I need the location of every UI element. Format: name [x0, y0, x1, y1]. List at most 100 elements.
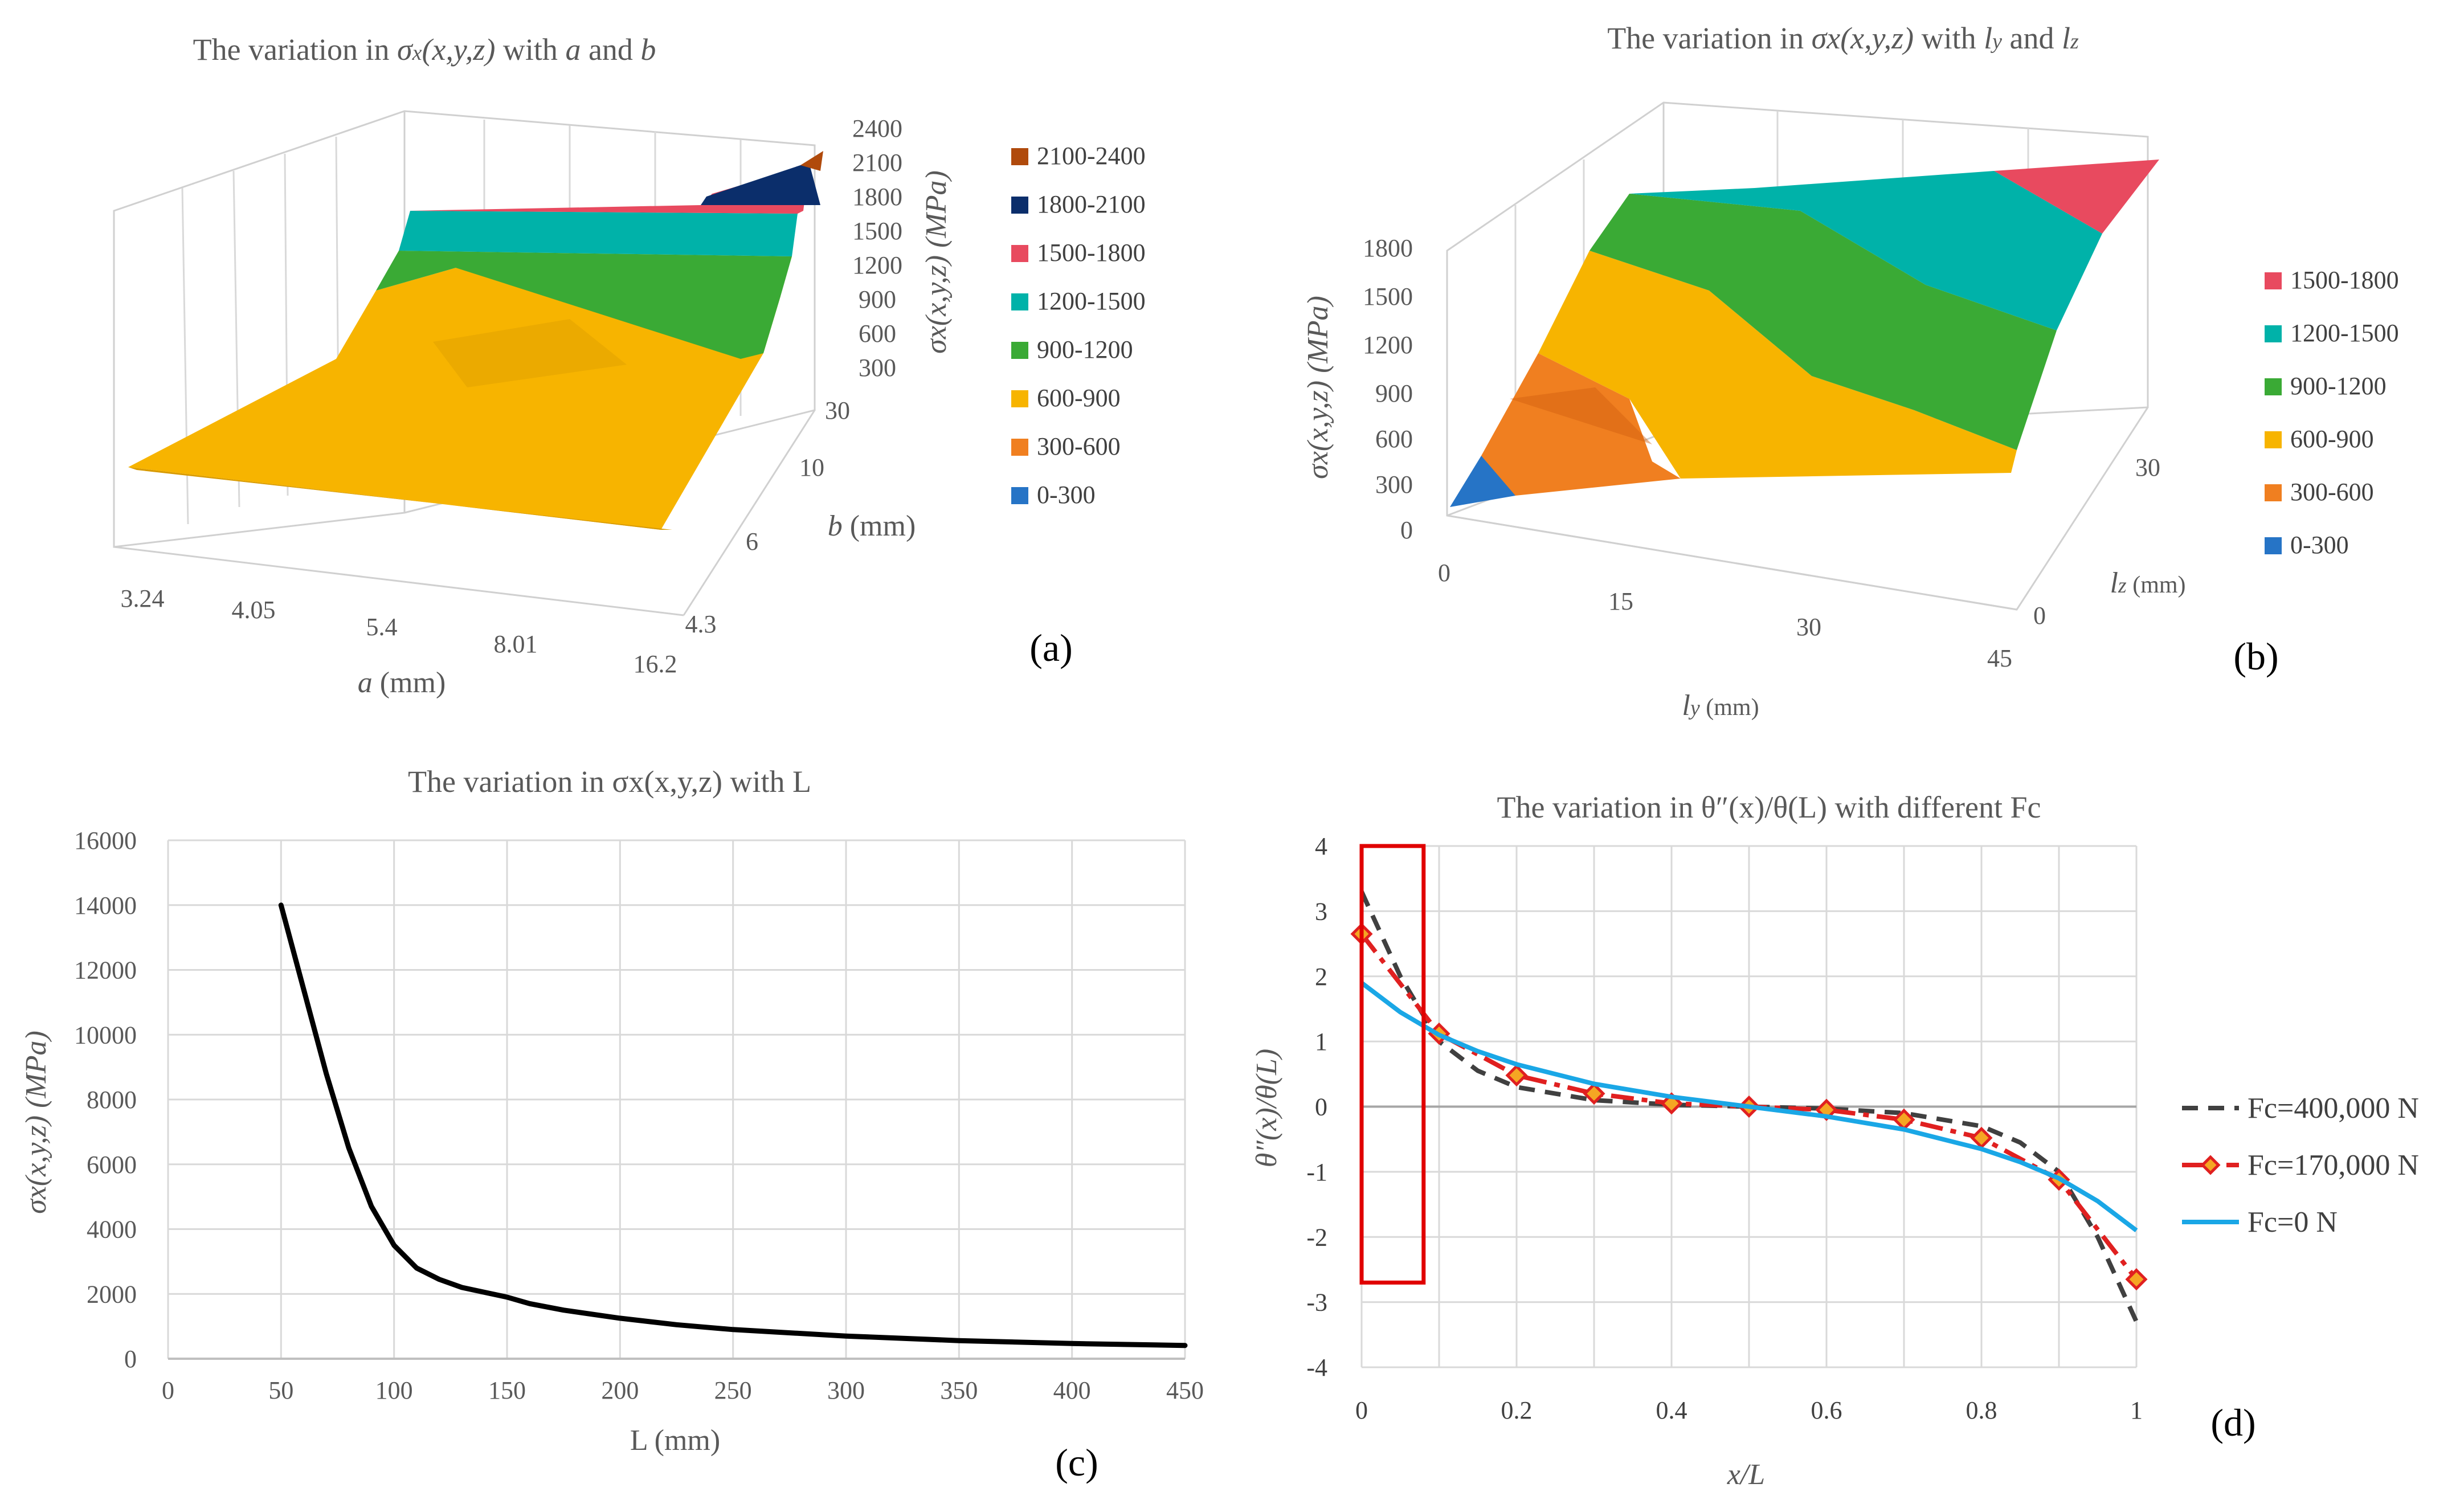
legend-swatch-300-600 [1011, 439, 1028, 456]
panel-d-plot: 0 0.2 0.4 0.6 0.8 1 4 3 2 1 0 -1 -2 -3 -4 [1306, 832, 2148, 1424]
panel-d-label: (d) [2210, 1401, 2255, 1444]
panel-a-surface [128, 151, 823, 530]
d-series-line-2 [1360, 981, 2138, 1232]
panel-c: The variation in σx(x,y,z) with L 0 50 100… [20, 765, 1204, 1484]
c-x-tick: 300 [827, 1376, 865, 1404]
b-x-tick-45: 45 [1987, 644, 2012, 672]
surface-b-300-600 [1481, 353, 1681, 496]
legend-label-1500-1800: 1500-1800 [2290, 266, 2399, 294]
panel-b-x-ticks: 0 15 30 45 [1438, 559, 2012, 672]
b-x-tick-15: 15 [1608, 587, 1633, 615]
b-x-tick-30: 30 [1796, 613, 1821, 641]
panel-b-legend: 1500-1800 1200-1500 900-1200 600-900 300-600… [2265, 266, 2399, 559]
c-x-tick: 450 [1166, 1376, 1204, 1404]
legend-swatch-1500-1800 [2265, 272, 2282, 289]
panel-c-x-label: L (mm) [630, 1424, 720, 1457]
d-highlight-box [1359, 844, 1426, 1285]
d-x-tick: 0.2 [1501, 1396, 1533, 1424]
d-marker [1970, 1126, 1993, 1149]
z-tick-1800: 1800 [852, 183, 902, 211]
d-y-tick: -1 [1306, 1158, 1327, 1186]
z-tick-1200: 1200 [852, 251, 902, 279]
b-z-tick-1200: 1200 [1363, 331, 1413, 359]
legend-label-900-1200: 900-1200 [2290, 372, 2387, 400]
surface-b-1200-1500 [1629, 171, 2102, 330]
c-y-tick: 14000 [74, 892, 137, 919]
surface-b-shade [1510, 387, 1652, 444]
legend-label-900-1200: 900-1200 [1037, 336, 1133, 363]
legend-swatch-900-1200 [2265, 378, 2282, 395]
surface-band-1800-2100 [701, 162, 820, 205]
c-y-tick: 2000 [87, 1280, 137, 1308]
d-marker [2125, 1268, 2148, 1291]
legend-swatch-1200-1500 [2265, 325, 2282, 342]
z-tick-2100: 2100 [852, 149, 902, 177]
z-tick-900: 900 [859, 285, 896, 313]
legend-label-0-300: 0-300 [2290, 531, 2349, 559]
d-legend-label-0: Fc=400,000 N [2248, 1092, 2419, 1125]
c-x-tick: 150 [488, 1376, 526, 1404]
y-tick-4.3: 4.3 [685, 610, 717, 638]
panel-d-title: The variation in θ″(x)/θ(L) with differe… [1497, 790, 2041, 824]
panel-b-y-label: lz (mm) [2110, 567, 2185, 599]
b-z-tick-0: 0 [1400, 516, 1413, 544]
d-y-tick: -3 [1306, 1289, 1327, 1317]
panel-d: The variation in θ″(x)/θ(L) with differe… [1251, 790, 2419, 1491]
d-y-tick: 1 [1315, 1028, 1327, 1056]
surface-band-1200-1500 [399, 211, 798, 256]
b-z-tick-600: 600 [1375, 425, 1413, 453]
c-x-tick: 100 [375, 1376, 413, 1404]
panel-a-z-label: σx(x,y,z) (MPa) [920, 170, 953, 354]
z-tick-600: 600 [859, 320, 896, 348]
b-z-tick-900: 900 [1375, 379, 1413, 407]
d-legend-label-2: Fc=0 N [2248, 1206, 2338, 1239]
panel-b-z-label: σx(x,y,z) (MPa) [1302, 296, 1334, 479]
panel-a-y-label: b (mm) [828, 510, 916, 542]
b-z-tick-300: 300 [1375, 471, 1413, 498]
c-x-tick: 400 [1053, 1376, 1091, 1404]
legend-label-1800-2100: 1800-2100 [1037, 190, 1146, 218]
panel-a-legend: 2100-2400 1800-2100 1500-1800 1200-1500 900-… [1011, 142, 1146, 509]
c-x-tick: 50 [268, 1376, 293, 1404]
d-y-tick: 3 [1315, 897, 1327, 925]
legend-label-600-900: 600-900 [1037, 384, 1121, 412]
legend-label-300-600: 300-600 [2290, 478, 2374, 506]
c-x-tick: 200 [601, 1376, 639, 1404]
d-y-tick: 0 [1315, 1093, 1327, 1121]
surface-b-1500-1800 [1994, 160, 2159, 234]
panel-a-box [113, 110, 816, 616]
legend-swatch-300-600 [2265, 484, 2282, 501]
b-y-tick-0: 0 [2033, 602, 2046, 630]
legend-label-1200-1500: 1200-1500 [1037, 287, 1146, 315]
c-y-tick: 4000 [87, 1216, 137, 1244]
y-tick-6: 6 [746, 528, 758, 555]
panel-b-y-ticks: 0 30 [2033, 453, 2160, 630]
c-y-tick: 16000 [74, 827, 137, 855]
legend-swatch-900-1200 [1011, 342, 1028, 359]
d-x-tick: 0.8 [1966, 1396, 1997, 1424]
d-y-tick: 2 [1315, 963, 1327, 991]
c-y-tick: 0 [124, 1345, 137, 1373]
d-marker [1583, 1082, 1605, 1105]
surface-band-1500-1800 [410, 194, 809, 214]
x-tick-8.01: 8.01 [494, 630, 538, 658]
legend-swatch-2100-2400 [1011, 148, 1028, 165]
panel-b: The variation in σx(x,y,z) with ly and l… [1302, 21, 2399, 722]
panel-b-surface [1450, 160, 2159, 507]
x-tick-3.24: 3.24 [121, 585, 165, 612]
b-z-tick-1800: 1800 [1363, 234, 1413, 262]
legend-swatch-0-300 [1011, 487, 1028, 504]
panel-a-x-ticks: 3.24 4.05 5.4 8.01 16.2 [121, 585, 677, 678]
b-y-tick-30: 30 [2135, 453, 2160, 481]
x-tick-4.05: 4.05 [232, 596, 276, 624]
panel-c-label: (c) [1055, 1441, 1098, 1484]
c-series-line [278, 902, 1188, 1348]
d-x-tick: 0.4 [1656, 1396, 1687, 1424]
legend-swatch-600-900 [1011, 390, 1028, 407]
panel-c-title: The variation in σx(x,y,z) with L [408, 765, 811, 799]
b-x-tick-0: 0 [1438, 559, 1450, 587]
d-x-tick: 0 [1355, 1396, 1368, 1424]
surface-shade [433, 319, 627, 387]
panel-c-plot: 0 50 100 150 200 250 300 350 400 450 0 2000 4000 6000… [74, 827, 1204, 1404]
surface-band-2100-2400 [800, 151, 823, 171]
